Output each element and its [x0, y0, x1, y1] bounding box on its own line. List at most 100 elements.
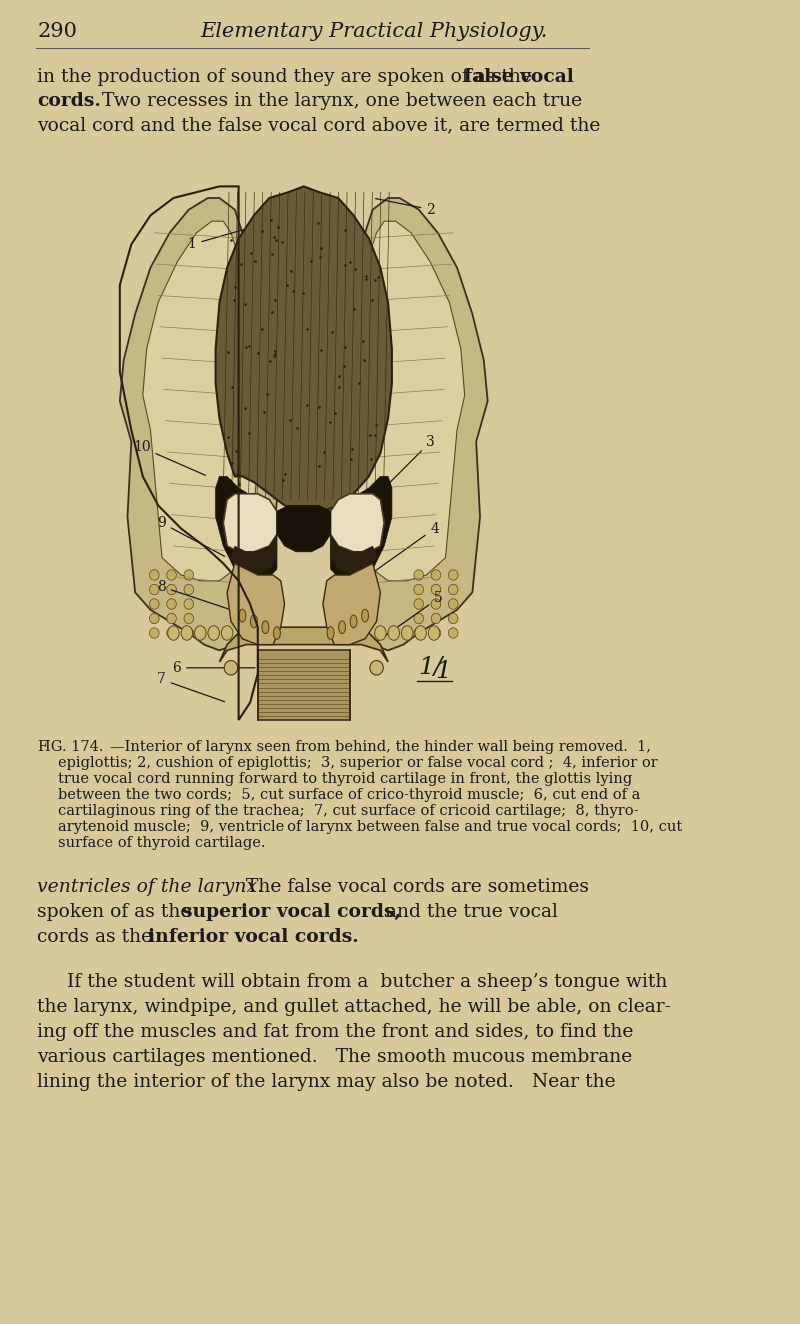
- Polygon shape: [330, 494, 384, 552]
- Text: epiglottis; 2, cushion of epiglottis;  3, superior or false vocal cord ;  4, inf: epiglottis; 2, cushion of epiglottis; 3,…: [58, 756, 658, 771]
- Ellipse shape: [150, 613, 159, 624]
- Text: 6: 6: [172, 661, 255, 675]
- Ellipse shape: [374, 626, 386, 641]
- Ellipse shape: [194, 626, 206, 641]
- Text: 4: 4: [363, 522, 439, 579]
- Polygon shape: [143, 221, 258, 581]
- Ellipse shape: [431, 598, 441, 609]
- Text: various cartilages mentioned.   The smooth mucous membrane: various cartilages mentioned. The smooth…: [38, 1049, 633, 1066]
- Text: true vocal cord running forward to thyroid cartilage in front, the glottis lying: true vocal cord running forward to thyro…: [58, 772, 632, 786]
- Text: 8: 8: [157, 580, 228, 609]
- Ellipse shape: [449, 584, 458, 594]
- Ellipse shape: [166, 598, 176, 609]
- Polygon shape: [330, 535, 377, 575]
- Text: 5: 5: [375, 592, 442, 643]
- Ellipse shape: [224, 661, 238, 675]
- Polygon shape: [258, 650, 350, 720]
- Text: If the student will obtain from a  butcher a sheep’s tongue with: If the student will obtain from a butche…: [38, 973, 668, 990]
- Polygon shape: [277, 506, 330, 552]
- Ellipse shape: [184, 569, 194, 580]
- Ellipse shape: [449, 598, 458, 609]
- Ellipse shape: [449, 613, 458, 624]
- Ellipse shape: [181, 626, 193, 641]
- Ellipse shape: [428, 626, 440, 641]
- Text: in the production of sound they are spoken of as the: in the production of sound they are spok…: [38, 68, 538, 86]
- Ellipse shape: [338, 621, 346, 634]
- Text: superior vocal cords,: superior vocal cords,: [182, 903, 402, 922]
- Ellipse shape: [414, 569, 423, 580]
- Ellipse shape: [150, 569, 159, 580]
- Text: 1/: 1/: [418, 657, 443, 679]
- Polygon shape: [120, 199, 277, 650]
- Ellipse shape: [184, 584, 194, 594]
- Ellipse shape: [388, 626, 399, 641]
- Ellipse shape: [166, 628, 176, 638]
- Polygon shape: [227, 564, 285, 645]
- Ellipse shape: [262, 621, 269, 634]
- Polygon shape: [350, 221, 465, 581]
- Ellipse shape: [184, 613, 194, 624]
- Text: Two recesses in the larynx, one between each true: Two recesses in the larynx, one between …: [90, 91, 582, 110]
- Text: lining the interior of the larynx may also be noted.   Near the: lining the interior of the larynx may al…: [38, 1072, 616, 1091]
- Bar: [112, 140, 495, 720]
- Ellipse shape: [327, 626, 334, 639]
- Ellipse shape: [184, 628, 194, 638]
- Text: arytenoid muscle;  9, ventricle of larynx between false and true vocal cords;  1: arytenoid muscle; 9, ventricle of larynx…: [58, 820, 682, 834]
- Ellipse shape: [166, 613, 176, 624]
- Text: 2: 2: [375, 199, 435, 217]
- Polygon shape: [330, 477, 392, 581]
- Ellipse shape: [239, 609, 246, 622]
- Text: 3: 3: [363, 434, 435, 510]
- Ellipse shape: [431, 569, 441, 580]
- Ellipse shape: [431, 628, 441, 638]
- Ellipse shape: [274, 626, 280, 639]
- Ellipse shape: [414, 613, 423, 624]
- Ellipse shape: [168, 626, 179, 641]
- Ellipse shape: [350, 616, 357, 628]
- Text: cartilaginous ring of the trachea;  7, cut surface of cricoid cartilage;  8, thy: cartilaginous ring of the trachea; 7, cu…: [58, 804, 638, 818]
- Text: F: F: [38, 740, 47, 753]
- Ellipse shape: [184, 598, 194, 609]
- Ellipse shape: [402, 626, 413, 641]
- Polygon shape: [330, 199, 488, 650]
- Ellipse shape: [150, 628, 159, 638]
- Text: 9: 9: [157, 516, 225, 556]
- Text: false vocal: false vocal: [463, 68, 574, 86]
- Text: and the true vocal: and the true vocal: [380, 903, 558, 922]
- Ellipse shape: [370, 661, 383, 675]
- Polygon shape: [231, 535, 277, 575]
- Polygon shape: [223, 494, 277, 552]
- Text: Elementary Practical Physiology.: Elementary Practical Physiology.: [200, 23, 547, 41]
- Text: ventricles of the larynx.: ventricles of the larynx.: [38, 878, 263, 896]
- Ellipse shape: [414, 628, 423, 638]
- Polygon shape: [219, 628, 388, 662]
- Polygon shape: [216, 187, 392, 511]
- Ellipse shape: [449, 628, 458, 638]
- Text: 1: 1: [435, 661, 451, 683]
- Ellipse shape: [250, 616, 258, 628]
- Ellipse shape: [222, 626, 233, 641]
- Ellipse shape: [431, 584, 441, 594]
- Text: —Interior of larynx seen from behind, the hinder wall being removed.  1,: —Interior of larynx seen from behind, th…: [110, 740, 651, 753]
- Text: ing off the muscles and fat from the front and sides, to find the: ing off the muscles and fat from the fro…: [38, 1023, 634, 1041]
- Ellipse shape: [414, 584, 423, 594]
- Text: The false vocal cords are sometimes: The false vocal cords are sometimes: [234, 878, 589, 896]
- Ellipse shape: [414, 598, 423, 609]
- Text: cords as the: cords as the: [38, 928, 158, 947]
- Text: IG. 174.: IG. 174.: [45, 740, 103, 753]
- Text: cords.: cords.: [38, 91, 102, 110]
- Text: between the two cords;  5, cut surface of crico-thyroid muscle;  6, cut end of a: between the two cords; 5, cut surface of…: [58, 788, 640, 802]
- Polygon shape: [216, 477, 277, 581]
- Ellipse shape: [208, 626, 219, 641]
- Text: 10: 10: [133, 441, 206, 475]
- Text: inferior vocal cords.: inferior vocal cords.: [148, 928, 358, 947]
- Ellipse shape: [166, 569, 176, 580]
- Text: 290: 290: [38, 23, 78, 41]
- Text: 1: 1: [187, 222, 270, 252]
- Ellipse shape: [166, 584, 176, 594]
- Text: the larynx, windpipe, and gullet attached, he will be able, on clear-: the larynx, windpipe, and gullet attache…: [38, 998, 671, 1016]
- Text: 7: 7: [157, 673, 225, 702]
- Ellipse shape: [362, 609, 369, 622]
- Ellipse shape: [150, 584, 159, 594]
- Ellipse shape: [431, 613, 441, 624]
